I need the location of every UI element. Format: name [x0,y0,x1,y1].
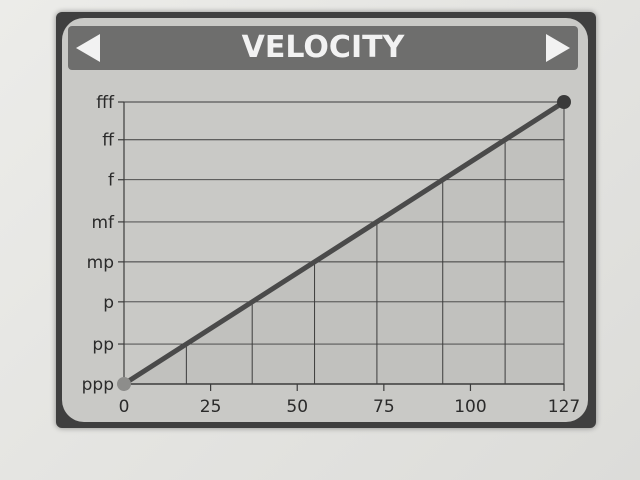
curve-start-handle[interactable] [117,377,131,391]
y-tick-label-mp: mp [87,253,114,273]
left-arrow-icon[interactable] [76,34,100,62]
x-tick-label-75: 75 [373,397,395,417]
y-tick-label-fff: fff [96,93,115,113]
x-tick-label-100: 100 [454,397,486,417]
page-title: VELOCITY [241,30,405,65]
x-tick-label-0: 0 [119,397,130,417]
curve-end-handle[interactable] [557,95,571,109]
y-tick-label-mf: mf [91,213,115,233]
y-tick-label-p: p [103,293,114,313]
x-tick-label-127: 127 [548,397,580,417]
y-tick-label-ff: ff [102,131,115,151]
y-tick-label-ppp: ppp [82,375,114,395]
title-bar: VELOCITY [68,26,578,70]
x-tick-label-25: 25 [200,397,222,417]
velocity-curve [121,99,567,387]
right-arrow-icon[interactable] [546,34,570,62]
y-tick-label-f: f [108,171,115,191]
x-tick-label-50: 50 [286,397,308,417]
y-tick-label-pp: pp [92,335,114,355]
